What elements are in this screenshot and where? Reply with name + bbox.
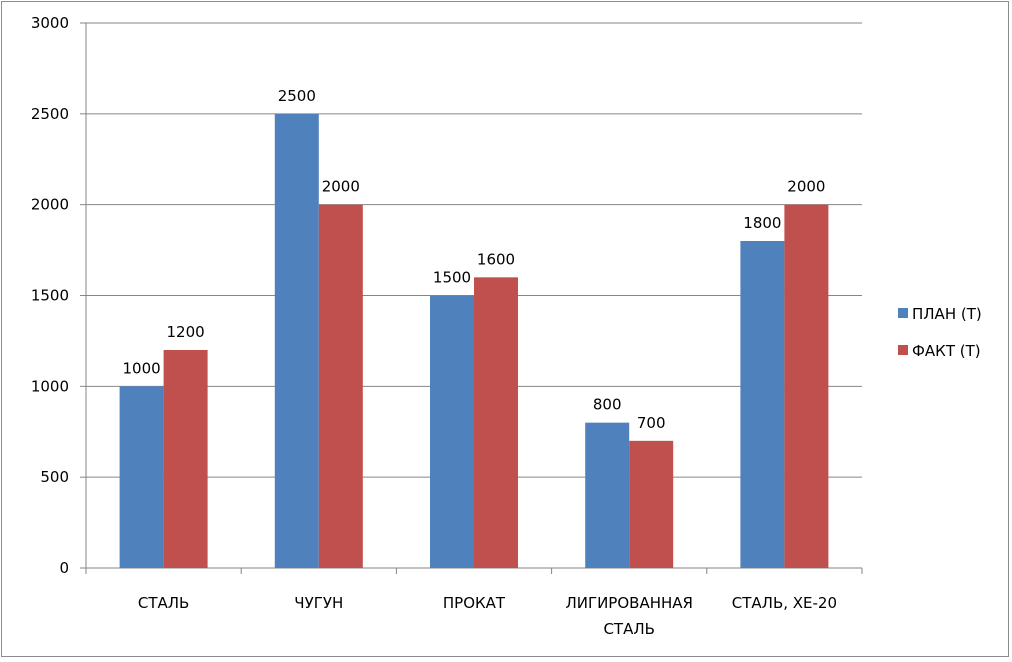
data-label: 2000: [322, 178, 360, 196]
data-label: 1200: [167, 323, 205, 341]
legend-swatch: [898, 345, 908, 355]
data-label: 700: [637, 414, 666, 432]
y-tick-label: 500: [40, 468, 69, 486]
bar: [318, 204, 363, 568]
x-category-label: ЧУГУН: [294, 594, 343, 612]
y-tick-label: 0: [59, 559, 69, 577]
bar: [474, 277, 518, 568]
bar: [629, 440, 674, 568]
x-category-label: ЛИГИРОВАННАЯ: [565, 594, 693, 612]
bar: [163, 350, 208, 568]
bar: [784, 204, 829, 568]
bar: [119, 386, 164, 568]
y-tick-label: 2500: [31, 105, 69, 123]
x-category-label: ПРОКАТ: [443, 594, 506, 612]
data-label: 1500: [433, 269, 471, 287]
bar: [740, 241, 785, 568]
y-tick-label: 2000: [31, 196, 69, 214]
data-label: 2000: [787, 178, 825, 196]
legend-label: ФАКТ (Т): [912, 342, 981, 360]
x-category-label: СТАЛЬ, ХЕ-20: [732, 594, 837, 612]
legend-label: ПЛАН (Т): [912, 305, 982, 323]
legend-swatch: [898, 308, 908, 318]
data-label: 2500: [278, 87, 316, 105]
data-label: 1800: [743, 214, 781, 232]
data-label: 1000: [123, 359, 161, 377]
y-tick-label: 1500: [31, 287, 69, 305]
y-tick-label: 1000: [31, 377, 69, 395]
bar: [585, 422, 630, 568]
x-category-label: СТАЛЬ: [138, 594, 189, 612]
x-category-label: СТАЛЬ: [603, 620, 654, 638]
data-label: 1600: [477, 250, 515, 268]
data-label: 800: [593, 396, 622, 414]
bar: [274, 113, 319, 568]
bar: [430, 295, 474, 568]
y-tick-label: 3000: [31, 14, 69, 32]
